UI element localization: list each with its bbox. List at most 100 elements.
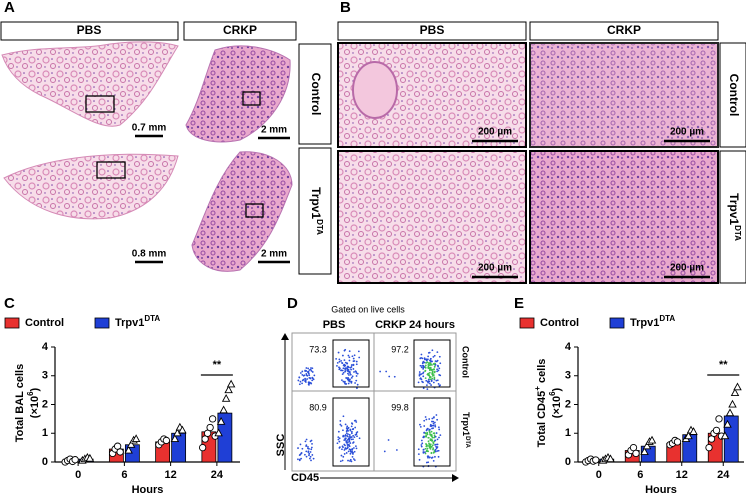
flow-event xyxy=(344,423,347,426)
flow-event xyxy=(311,442,313,445)
flow-event xyxy=(425,358,428,361)
flow-event xyxy=(422,449,425,451)
flow-event xyxy=(434,455,436,458)
data-point xyxy=(206,423,214,432)
flow-event xyxy=(340,369,342,372)
flow-event xyxy=(347,426,350,429)
row-header-text: Trpv1 xyxy=(461,412,471,436)
flow-event xyxy=(356,383,359,386)
flow-event xyxy=(345,377,348,379)
flow-event xyxy=(427,456,429,459)
flow-event xyxy=(354,426,357,429)
flow-event xyxy=(299,380,302,383)
flow-event xyxy=(437,449,440,452)
flow-event xyxy=(437,383,440,385)
flow-event xyxy=(352,357,355,360)
flow-event xyxy=(346,368,349,370)
flow-event xyxy=(439,384,441,387)
row-header-sup: DTA xyxy=(464,436,470,449)
flow-event xyxy=(349,436,352,439)
flow-event xyxy=(342,446,344,449)
flow-event xyxy=(298,458,301,461)
legend-label: Control xyxy=(540,317,579,329)
flow-event xyxy=(352,368,355,370)
flow-event xyxy=(438,428,441,431)
flow-event xyxy=(422,375,425,378)
flow-event xyxy=(433,376,436,379)
flow-event xyxy=(356,372,359,375)
legend-label: Control xyxy=(25,317,64,329)
flow-event xyxy=(337,438,340,441)
legend-text: Control xyxy=(540,317,579,329)
flow-event xyxy=(305,370,308,372)
data-point xyxy=(673,438,682,446)
flow-event xyxy=(424,447,427,450)
flow-event xyxy=(422,451,425,454)
flow-event xyxy=(419,357,422,360)
flow-event xyxy=(298,376,301,379)
scale-bar-label: 2 mm xyxy=(261,249,287,260)
flow-event xyxy=(347,433,349,436)
zoom-box xyxy=(242,91,261,106)
flow-event xyxy=(297,447,299,449)
data-point xyxy=(684,431,693,440)
y-axis-label-sup: 6 xyxy=(548,391,557,396)
flow-event xyxy=(351,428,354,431)
flow-event xyxy=(350,432,353,435)
flow-event xyxy=(436,379,439,382)
flow-event xyxy=(421,442,424,445)
row-header: Control xyxy=(461,346,471,378)
data-point xyxy=(640,447,649,455)
flow-event xyxy=(338,440,341,443)
flow-event xyxy=(433,363,436,366)
flow-event xyxy=(436,443,439,446)
flow-event xyxy=(432,355,435,358)
flow-event xyxy=(342,435,345,438)
flow-event xyxy=(420,444,423,446)
column-header-box xyxy=(0,21,179,41)
flow-event xyxy=(304,377,307,380)
row-header-box xyxy=(719,42,746,148)
data-point xyxy=(85,453,95,462)
flow-event xyxy=(422,435,425,438)
flow-event xyxy=(345,447,348,450)
flow-event xyxy=(430,384,432,386)
flow-event xyxy=(309,455,312,458)
flow-event xyxy=(421,362,424,365)
flow-event xyxy=(430,364,433,366)
flow-event xyxy=(339,420,342,422)
y-axis-label: Total CD45+ cells xyxy=(533,359,548,448)
flow-event xyxy=(432,452,435,454)
flow-event xyxy=(429,444,431,446)
flow-event xyxy=(338,368,341,371)
data-point xyxy=(216,417,226,425)
flow-event xyxy=(432,381,435,384)
row-header-box xyxy=(719,150,746,284)
flow-event xyxy=(430,457,433,459)
flow-event xyxy=(339,423,342,426)
flow-event xyxy=(348,350,351,353)
legend-text: Control xyxy=(25,317,64,329)
flow-event xyxy=(304,379,307,382)
flow-event xyxy=(349,380,351,383)
flow-event xyxy=(308,381,311,384)
flow-event xyxy=(353,371,355,373)
flow-event xyxy=(351,448,354,451)
flow-event xyxy=(311,454,314,456)
flow-event xyxy=(300,457,303,460)
airway xyxy=(352,61,398,119)
flow-event xyxy=(346,444,349,447)
flow-event xyxy=(347,441,349,444)
x-tick-label: 12 xyxy=(676,469,688,481)
row-header-box xyxy=(298,147,332,275)
flow-event xyxy=(345,452,348,454)
flow-event xyxy=(431,440,433,442)
flow-event xyxy=(430,452,433,455)
x-tick-label: 6 xyxy=(121,469,127,481)
column-header: PBS xyxy=(77,23,102,37)
column-header: CRKP xyxy=(223,23,257,37)
flow-event xyxy=(352,434,355,437)
flow-event xyxy=(429,434,432,436)
flow-plot xyxy=(373,390,457,472)
